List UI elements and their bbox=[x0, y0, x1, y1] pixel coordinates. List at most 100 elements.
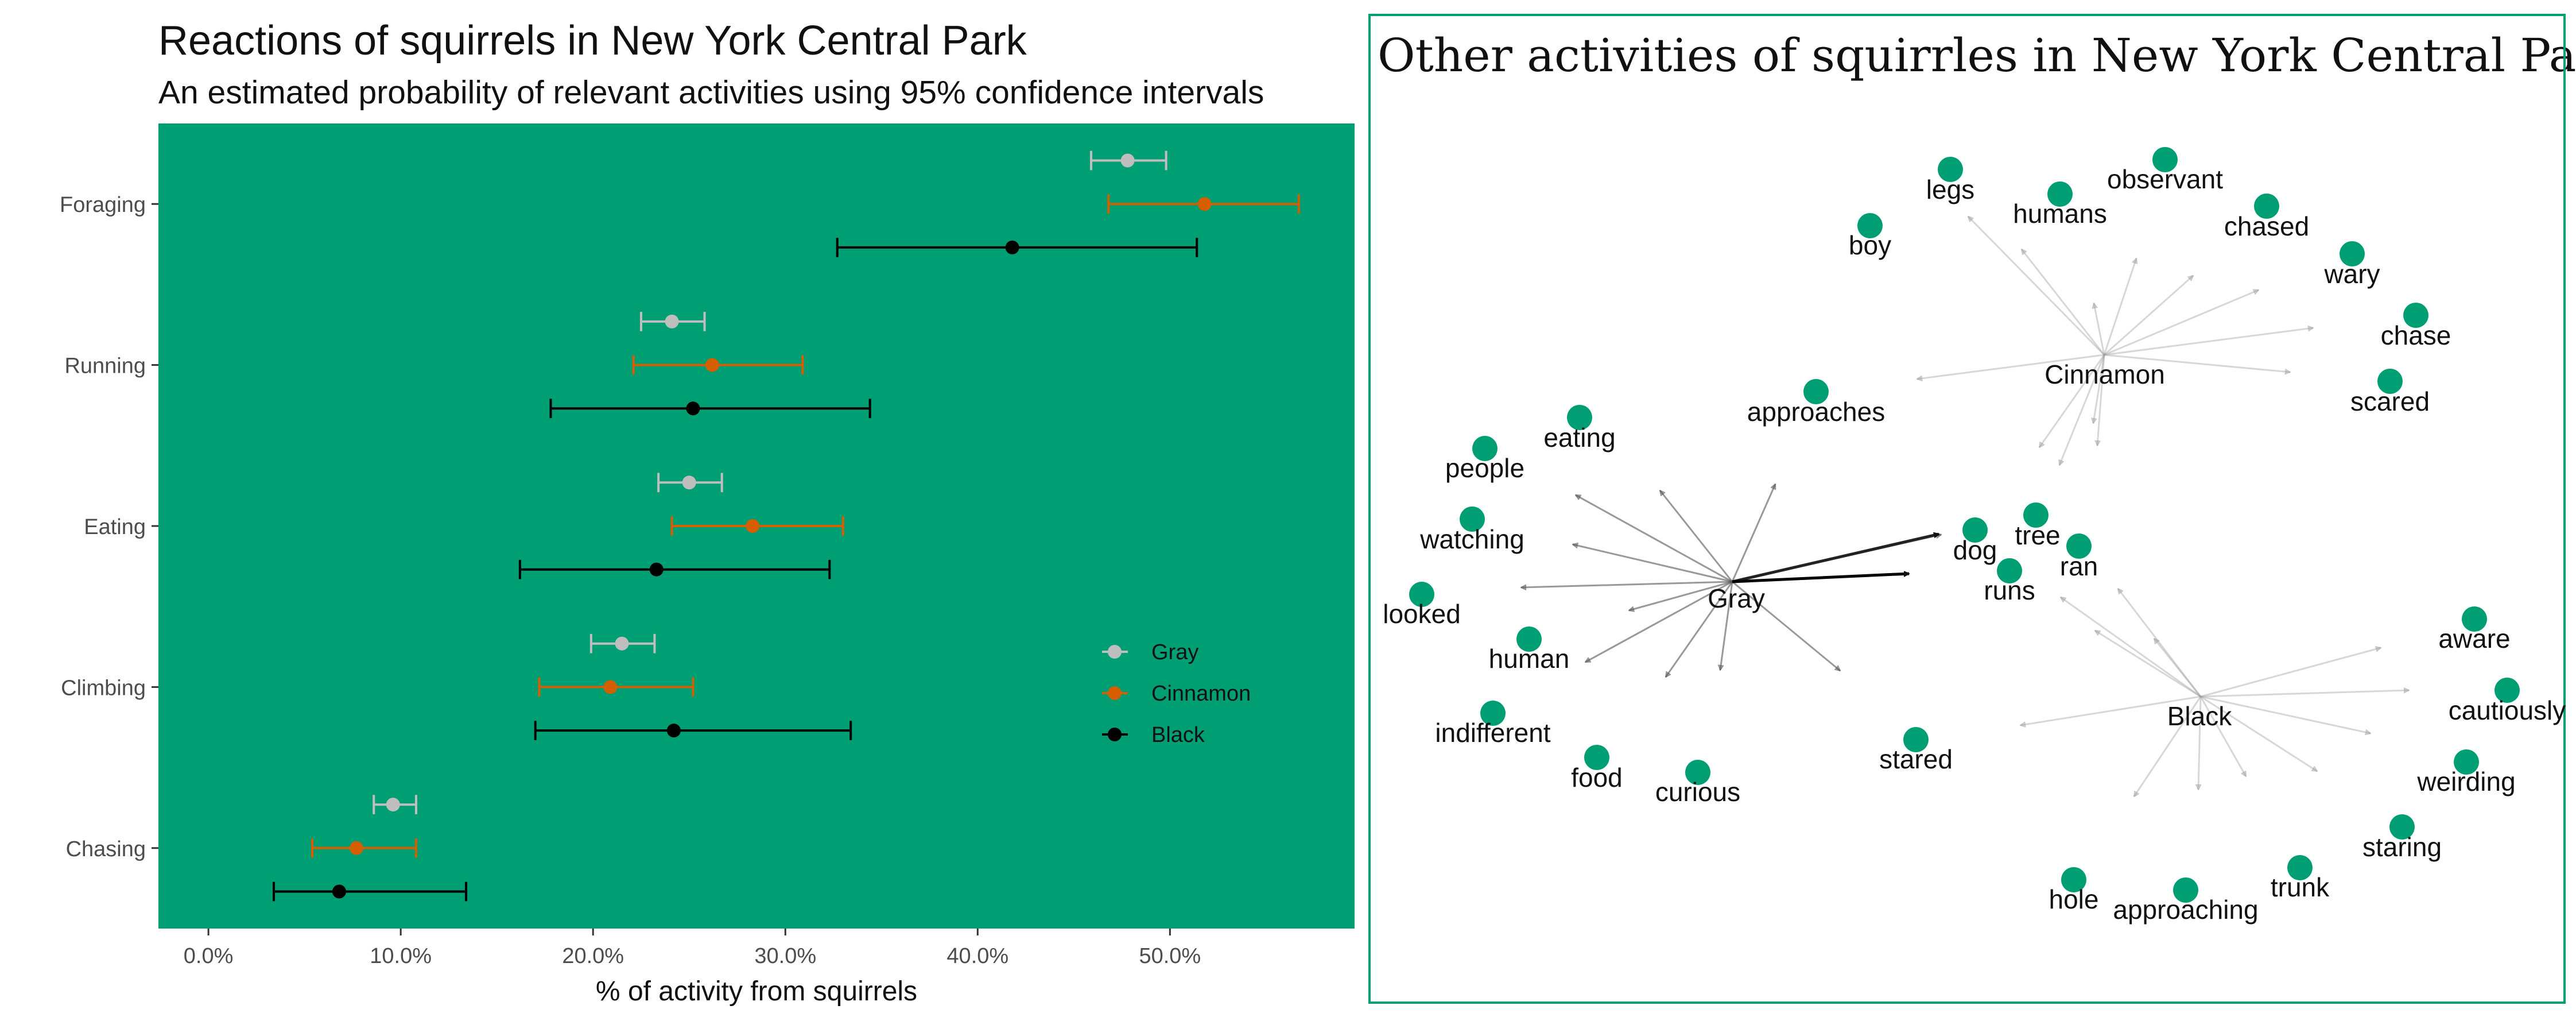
network-edge bbox=[2200, 695, 2371, 733]
node-label: chased bbox=[2224, 211, 2309, 241]
network-node bbox=[1857, 213, 1883, 238]
network-edge bbox=[1660, 490, 1733, 582]
point-estimate bbox=[1120, 153, 1135, 168]
network-edge bbox=[1731, 484, 1775, 582]
network-edge bbox=[2020, 695, 2201, 725]
legend-label: Gray bbox=[1151, 640, 1198, 664]
node-label: eating bbox=[1543, 423, 1615, 453]
network-edge bbox=[2093, 354, 2105, 423]
x-tick-label: 10.0% bbox=[370, 944, 432, 968]
legend-marker bbox=[1108, 645, 1122, 659]
network-node bbox=[2023, 502, 2049, 528]
network-edge bbox=[1585, 581, 1733, 663]
network-edge bbox=[2094, 303, 2105, 355]
node-label: watching bbox=[1419, 524, 1524, 554]
point-estimate bbox=[603, 680, 618, 694]
network-node bbox=[2377, 369, 2403, 394]
legend-marker bbox=[1108, 728, 1122, 741]
network-node bbox=[2173, 877, 2198, 903]
point-estimate bbox=[746, 519, 760, 533]
network-edge bbox=[1720, 581, 1733, 670]
point-estimate bbox=[332, 884, 346, 899]
network-node bbox=[1962, 517, 1988, 543]
node-label: chase bbox=[2381, 320, 2451, 350]
chart-title: Reactions of squirrels in New York Centr… bbox=[158, 18, 1027, 64]
network-edge bbox=[2154, 639, 2202, 697]
point-estimate bbox=[1005, 240, 1019, 254]
network-edge bbox=[1732, 534, 1939, 583]
node-label: scared bbox=[2350, 386, 2430, 416]
network-edge bbox=[2059, 354, 2105, 465]
network-edge bbox=[2104, 328, 2313, 356]
x-tick-label: 30.0% bbox=[754, 944, 816, 968]
node-label: stared bbox=[1879, 744, 1953, 774]
node-label: observant bbox=[2107, 164, 2223, 194]
panel-border bbox=[1368, 14, 2566, 1004]
network-edge bbox=[2103, 258, 2136, 355]
network-title: Other activities of squirrles in New Yor… bbox=[1378, 29, 2576, 82]
point-estimate bbox=[686, 401, 700, 416]
network-node bbox=[1480, 701, 1506, 726]
y-tick-label: Foraging bbox=[60, 193, 146, 217]
network-edge bbox=[1629, 581, 1733, 610]
network-node bbox=[1409, 582, 1434, 607]
network-node bbox=[2462, 606, 2487, 632]
point-estimate bbox=[666, 724, 681, 738]
network-edge bbox=[2200, 695, 2317, 772]
network-node bbox=[1997, 558, 2022, 583]
network-node bbox=[2061, 867, 2086, 892]
network-node bbox=[2152, 147, 2178, 172]
node-label: humans bbox=[2013, 199, 2107, 229]
node-label: people bbox=[1445, 453, 1524, 483]
network-edge bbox=[2133, 696, 2202, 796]
network-node bbox=[2403, 303, 2428, 328]
node-label: aware bbox=[2438, 624, 2510, 653]
network-node bbox=[2254, 194, 2279, 219]
x-tick-label: 20.0% bbox=[562, 944, 624, 968]
network-node bbox=[2454, 749, 2479, 775]
node-label: approaching bbox=[2113, 895, 2258, 925]
network-node bbox=[2066, 533, 2092, 559]
point-estimate bbox=[386, 798, 400, 812]
point-estimate bbox=[1197, 197, 1212, 211]
network-edge bbox=[1521, 581, 1733, 587]
network-edge bbox=[2095, 629, 2201, 698]
network-node bbox=[1516, 627, 1542, 652]
network-node bbox=[1938, 157, 1963, 182]
x-tick-label: 0.0% bbox=[184, 944, 234, 968]
node-label: looked bbox=[1383, 599, 1461, 629]
network-edge bbox=[1573, 544, 1733, 583]
x-axis-label: % of activity from squirrels bbox=[596, 976, 917, 1007]
node-label: ran bbox=[2060, 551, 2098, 581]
node-label: food bbox=[1571, 763, 1623, 792]
network-edge bbox=[2104, 276, 2193, 356]
node-label: curious bbox=[1655, 777, 1740, 807]
legend-marker bbox=[1108, 686, 1122, 700]
errorbar-chart: Foraging Running Eating Climbing Chasing 0.0%… bbox=[60, 123, 1355, 1007]
network-edge bbox=[1968, 216, 2105, 356]
legend-label: Black bbox=[1151, 723, 1205, 747]
legend-label: Cinnamon bbox=[1151, 682, 1251, 706]
network-node bbox=[2389, 814, 2415, 840]
y-tick-label: Running bbox=[64, 354, 146, 378]
network-edge bbox=[2038, 354, 2105, 447]
node-label: dog bbox=[1953, 535, 1997, 565]
network-node bbox=[2494, 678, 2520, 703]
node-label: human bbox=[1489, 644, 1570, 674]
network-edge bbox=[2104, 290, 2259, 356]
network-node bbox=[2287, 855, 2313, 880]
hub-label: Black bbox=[2167, 701, 2232, 731]
network-node bbox=[1803, 379, 1829, 404]
network-edge bbox=[2104, 354, 2290, 372]
point-estimate bbox=[615, 636, 629, 651]
node-label: indifferent bbox=[1435, 718, 1550, 748]
chart-subtitle: An estimated probability of relevant act… bbox=[158, 74, 1264, 111]
hub-label: Cinnamon bbox=[2044, 359, 2165, 389]
network-node bbox=[2340, 241, 2365, 266]
node-label: staring bbox=[2362, 832, 2442, 862]
network-node bbox=[1460, 506, 1485, 532]
y-tick-label: Eating bbox=[84, 515, 146, 539]
network-edge bbox=[1917, 354, 2105, 379]
